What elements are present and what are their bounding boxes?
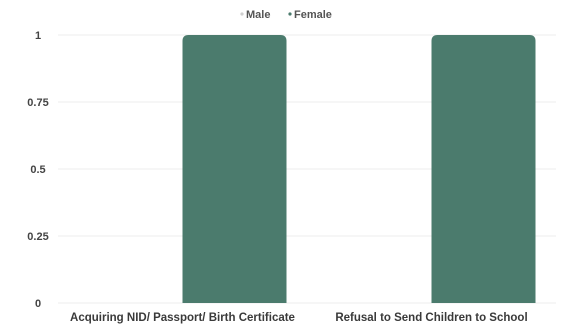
y-tick-label: 0 (35, 298, 41, 310)
legend: Male Female (240, 9, 332, 21)
bars (182, 35, 536, 303)
legend-marker-female (288, 12, 292, 16)
y-tick-label: 0.75 (27, 97, 48, 109)
y-tick-label: 0.25 (27, 231, 48, 243)
y-tick-label: 1 (35, 30, 41, 42)
legend-label-female: Female (294, 9, 332, 21)
bar-female (431, 35, 536, 303)
y-tick-label: 0.5 (30, 164, 45, 176)
x-axis-labels: Acquiring NID/ Passport/ Birth Certifica… (70, 312, 528, 324)
x-category-label: Refusal to Send Children to School (335, 312, 527, 324)
legend-label-male: Male (246, 9, 270, 21)
bar-female (182, 35, 287, 303)
legend-marker-male (240, 12, 244, 16)
x-category-label: Acquiring NID/ Passport/ Birth Certifica… (70, 312, 295, 324)
y-axis-ticks: 0 0.25 0.5 0.75 1 (27, 30, 48, 310)
